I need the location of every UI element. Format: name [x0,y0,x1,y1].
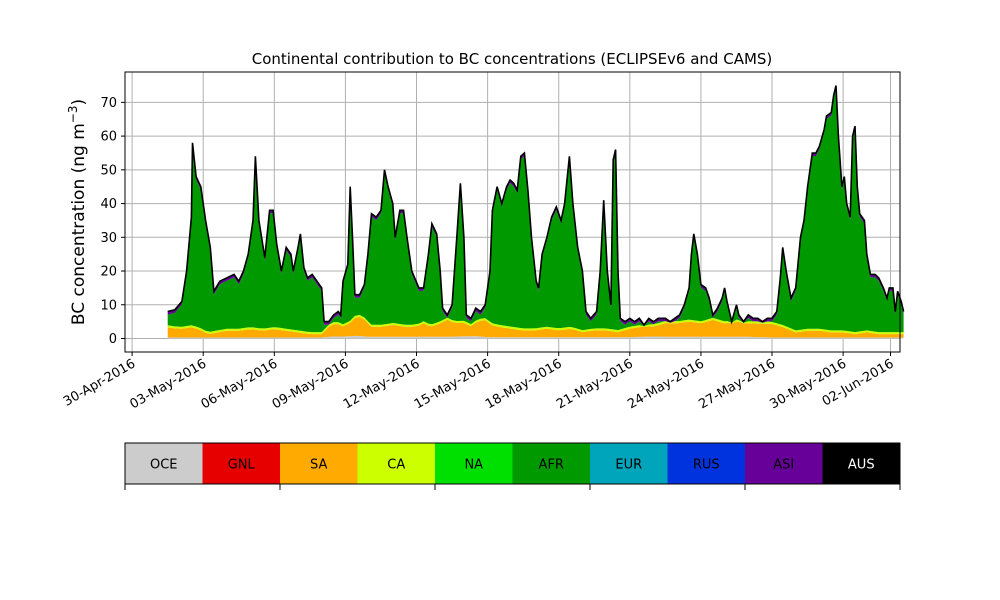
legend-swatch-ca [357,443,436,484]
stacked-areas [167,85,905,339]
legend-swatch-na [435,443,513,484]
x-tick-label: 30-May-2016 [767,356,849,412]
legend-label-afr: AFR [539,458,564,473]
x-tick-label: 27-May-2016 [696,356,778,412]
ca-area [167,314,904,335]
y-tick-label: 0 [109,332,117,347]
legend-label-na: NA [464,458,483,473]
x-tick-label: 24-May-2016 [625,356,707,412]
y-axis: 0 10 20 30 40 50 60 70 [100,96,125,347]
x-tick-label: 15-May-2016 [412,356,494,412]
legend-swatch-afr [512,443,591,484]
legend-label-asi: ASI [773,458,794,473]
legend-frame [124,442,901,485]
plot-frame [124,71,901,353]
x-tick-label: 21-May-2016 [554,356,636,412]
y-axis-label-unit-exponent: −3 [66,105,80,123]
y-tick-label: 30 [100,231,117,246]
aus-top-line [167,85,905,327]
legend-swatch-oce [125,443,203,484]
legend-label-eur: EUR [615,458,642,473]
y-tick-label: 50 [100,163,117,178]
legend-label-ca: CA [387,458,405,473]
afr-area [167,88,904,333]
legend-swatch-rus [667,443,746,484]
y-tick-label: 10 [100,298,117,313]
legend-label-oce: OCE [150,458,178,473]
legend-swatch-eur [590,443,668,484]
chart-title: Continental contribution to BC concentra… [252,50,773,68]
x-tick-label: 06-May-2016 [199,356,281,412]
legend-swatch-aus [822,443,901,484]
legend-label-aus: AUS [848,458,875,473]
color-legend: OCE GNL SA CA NA AFR EUR RUS ASI AUS [124,442,901,490]
legend-swatch-gnl [202,443,281,484]
x-tick-label: 09-May-2016 [270,356,352,412]
x-tick-label: 03-May-2016 [128,356,210,412]
legend-swatch-sa [280,443,358,484]
y-tick-label: 40 [100,197,117,212]
y-tick-label: 70 [100,96,117,111]
y-tick-label: 60 [100,130,117,145]
legend-label-rus: RUS [693,458,720,473]
legend-label-sa: SA [310,458,327,473]
y-axis-label: BC concentration (ng m−3) [66,99,89,325]
x-tick-label: 12-May-2016 [341,356,423,412]
legend-swatch-asi [745,443,823,484]
y-axis-label-close: ) [69,99,89,106]
x-tick-label: 30-Apr-2016 [61,356,138,409]
sa-area [167,316,904,338]
x-axis: 30-Apr-201603-May-201606-May-201609-May-… [61,352,897,412]
y-tick-label: 20 [100,265,117,280]
legend-label-gnl: GNL [228,458,256,473]
x-tick-label: 18-May-2016 [483,356,565,412]
